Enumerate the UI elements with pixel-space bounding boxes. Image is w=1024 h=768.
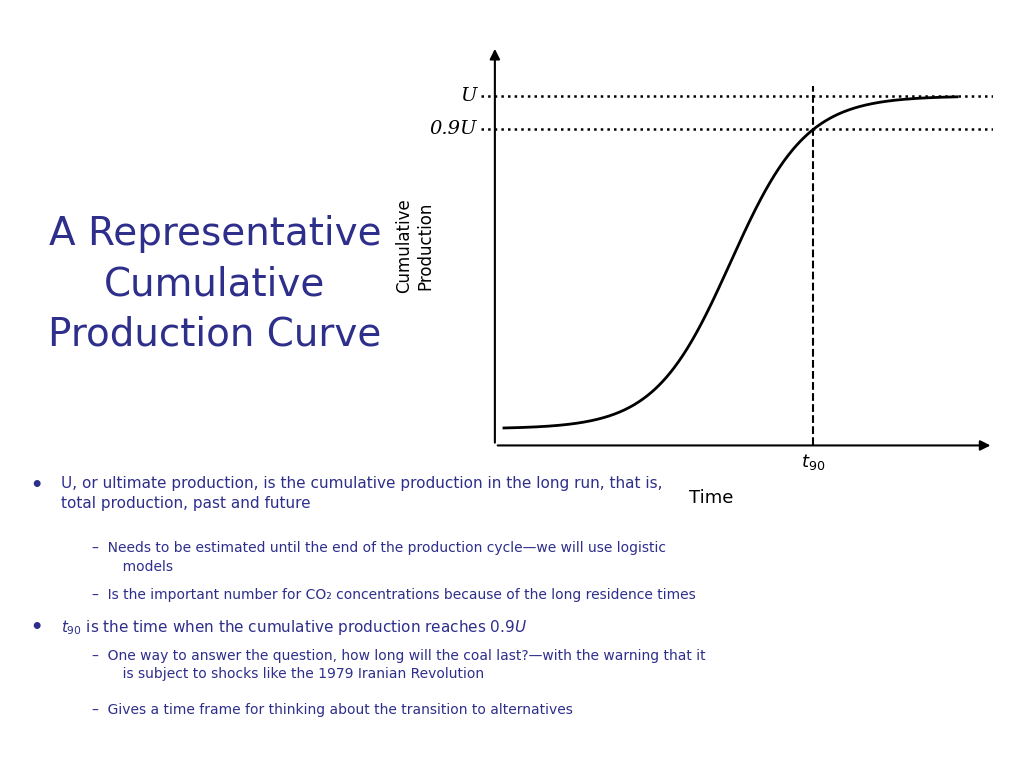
Text: U: U — [461, 87, 477, 105]
Text: $t_{90}$: $t_{90}$ — [802, 452, 825, 472]
Text: –  Needs to be estimated until the end of the production cycle—we will use logis: – Needs to be estimated until the end of… — [92, 541, 667, 574]
Text: Cumulative
Production: Cumulative Production — [395, 198, 434, 293]
Text: •: • — [31, 618, 43, 637]
Text: $t_{90}$ is the time when the cumulative production reaches 0.9$U$: $t_{90}$ is the time when the cumulative… — [61, 618, 527, 637]
Text: –  Is the important number for CO₂ concentrations because of the long residence : – Is the important number for CO₂ concen… — [92, 588, 696, 601]
Text: Time: Time — [689, 489, 734, 508]
Text: –  One way to answer the question, how long will the coal last?—with the warning: – One way to answer the question, how lo… — [92, 649, 706, 681]
Text: 0.9U: 0.9U — [429, 121, 477, 138]
Text: A Representative
Cumulative
Production Curve: A Representative Cumulative Production C… — [48, 215, 382, 353]
Text: –  Gives a time frame for thinking about the transition to alternatives: – Gives a time frame for thinking about … — [92, 703, 573, 717]
Text: •: • — [31, 476, 43, 495]
Text: U, or ultimate production, is the cumulative production in the long run, that is: U, or ultimate production, is the cumula… — [61, 476, 663, 511]
